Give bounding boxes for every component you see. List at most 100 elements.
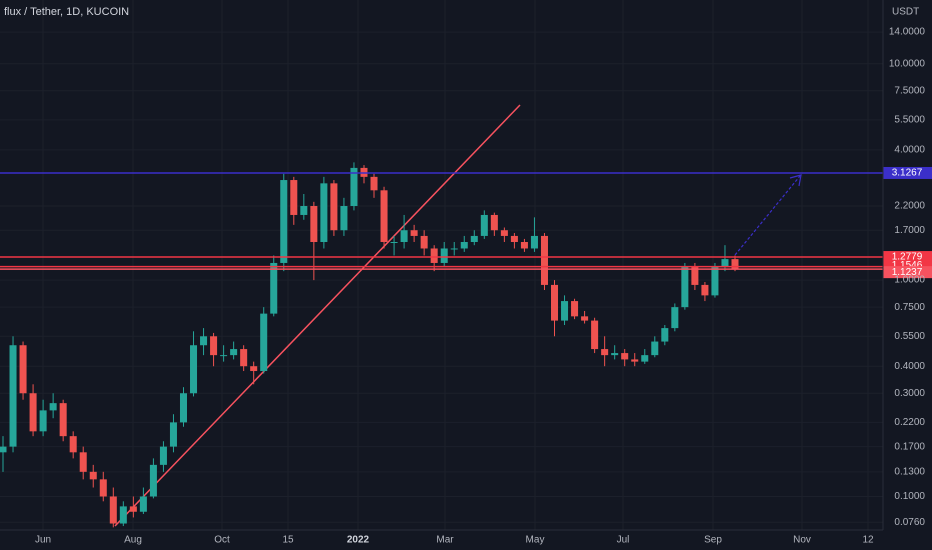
x-tick-label: Nov: [793, 535, 811, 546]
candle-body: [179, 393, 188, 423]
price-label: 1.1237: [892, 267, 923, 278]
candle-body: [79, 452, 87, 472]
candle-body: [69, 436, 77, 453]
candle-body: [731, 259, 739, 269]
candle-body: [19, 345, 27, 394]
candle-body: [530, 235, 538, 249]
candle-body: [550, 284, 559, 321]
trend-line: [114, 104, 521, 527]
candle-body: [651, 341, 659, 356]
candle-body: [390, 241, 398, 243]
x-tick-label: 12: [862, 535, 874, 546]
candle-body: [49, 403, 57, 411]
candle-body: [29, 393, 37, 432]
candle-body: [210, 336, 218, 356]
x-tick-label: Mar: [436, 535, 454, 546]
candle-body: [500, 230, 508, 236]
y-tick-label: 0.5500: [894, 331, 925, 342]
x-tick-label: Jul: [617, 535, 630, 546]
y-tick-label: 1.0000: [894, 275, 925, 286]
candle-body: [9, 345, 17, 447]
y-tick-label: 2.2000: [894, 201, 925, 212]
price-label: 1.1546: [892, 260, 923, 271]
candle-body: [230, 349, 238, 356]
candles: [0, 162, 739, 528]
candle-body: [561, 301, 569, 321]
candle-body: [290, 180, 298, 215]
candle-body: [59, 403, 67, 437]
candle-body: [39, 410, 47, 432]
y-tick-label: 0.1300: [894, 466, 925, 477]
candle-body: [540, 235, 548, 285]
candle-body: [621, 353, 629, 360]
price-label: 1.2779: [892, 252, 923, 263]
y-tick-label: 1.7000: [894, 225, 925, 236]
candle-body: [109, 496, 117, 524]
candle-body: [89, 471, 97, 480]
y-tick-label: 7.5000: [894, 85, 925, 96]
candle-body: [280, 180, 288, 263]
candle-body: [681, 266, 689, 308]
y-tick-label: 5.5000: [894, 115, 925, 126]
y-tick-label: 0.1000: [894, 491, 925, 502]
candle-body: [300, 206, 308, 215]
x-tick-label: 15: [282, 535, 294, 546]
candle-body: [430, 248, 438, 263]
y-tick-label: 0.7500: [894, 302, 925, 313]
price-label-bg: [883, 166, 932, 179]
candle-body: [460, 241, 468, 249]
candle-body: [119, 506, 127, 524]
candle-body: [450, 248, 458, 250]
candle-body: [240, 349, 248, 367]
candle-body: [581, 316, 589, 321]
candle-body: [440, 248, 448, 263]
x-tick-label: Aug: [124, 535, 142, 546]
candle-body: [270, 262, 278, 314]
candle-body: [410, 230, 418, 236]
candle-body: [490, 214, 498, 231]
candle-body: [200, 336, 208, 346]
price-label-bg: [883, 266, 932, 279]
candle-body: [661, 328, 669, 342]
price-label: 3.1267: [892, 168, 923, 179]
candle-body: [350, 167, 358, 207]
x-tick-label: Sep: [704, 535, 722, 546]
x-tick-label: 2022: [347, 535, 370, 546]
candle-body: [641, 355, 649, 362]
x-tick-label: Oct: [214, 535, 230, 546]
candle-body: [159, 446, 167, 465]
candle-body: [701, 284, 709, 296]
y-tick-label: 0.0760: [894, 517, 925, 528]
candle-body: [129, 506, 137, 512]
y-tick-label: 0.2200: [894, 417, 925, 428]
axes: 14.0000 10.0000 7.5000 5.5000 4.0000 2.2000 1.…: [35, 27, 925, 546]
candle-body: [220, 355, 228, 357]
candle-body: [520, 241, 528, 249]
candle-body: [591, 320, 599, 350]
grid: [0, 0, 883, 530]
candle-body: [310, 206, 318, 242]
y-tick-label: 0.1700: [894, 441, 925, 452]
x-tick-label: May: [526, 535, 545, 546]
candle-body: [99, 479, 107, 497]
arrow-head: [789, 174, 802, 187]
candle-body: [330, 183, 338, 231]
candle-body: [380, 190, 388, 242]
candle-body: [420, 235, 428, 249]
candle-body: [510, 235, 518, 242]
candle-body: [260, 313, 268, 372]
candle-body: [139, 496, 147, 512]
y-tick-label: 0.3000: [894, 388, 925, 399]
candle-body: [671, 307, 679, 329]
x-tick-label: Jun: [35, 535, 51, 546]
candle-body: [601, 349, 609, 356]
chart-title: flux / Tether, 1D, KUCOIN: [4, 6, 129, 18]
candle-body: [340, 206, 348, 231]
candle-body: [721, 259, 729, 267]
candle-body: [691, 266, 699, 285]
candle-body: [0, 446, 7, 453]
candle-body: [149, 464, 157, 497]
